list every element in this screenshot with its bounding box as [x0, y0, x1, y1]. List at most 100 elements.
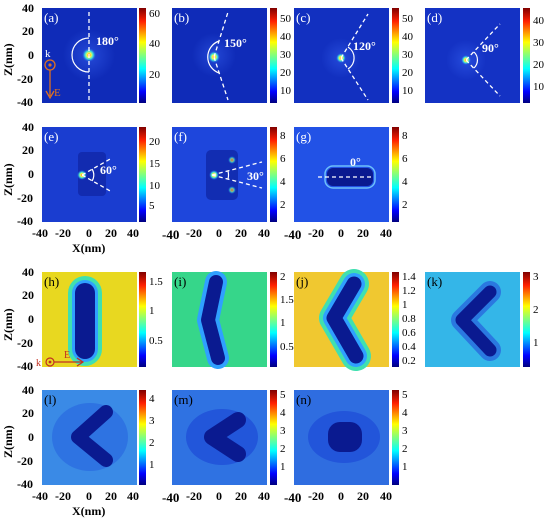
panel-g: 0° (g) 8 6 4 2	[294, 127, 408, 222]
panel-label: (n)	[296, 392, 311, 407]
colorbar	[139, 8, 146, 103]
z-tick: -40	[17, 214, 33, 228]
panel-l: (l) 4 3 2 1	[42, 390, 155, 485]
colorbar	[270, 390, 277, 485]
x-tick: 40	[258, 226, 270, 240]
panel-label: (k)	[427, 274, 442, 289]
colorbar-tick: 5	[280, 389, 286, 401]
colorbar-tick: 1	[402, 299, 408, 311]
colorbar-tick: 0.4	[402, 341, 416, 353]
x-tick: 40	[380, 489, 392, 503]
colorbar	[392, 272, 399, 367]
colorbar	[392, 390, 399, 485]
x-tick: -20	[55, 489, 71, 503]
x-tick: 20	[235, 226, 247, 240]
colorbar-tick: 1	[533, 337, 539, 349]
angle-label: 60°	[100, 163, 117, 177]
panel-label: (m)	[174, 392, 193, 407]
x-axis-label: X(nm)	[72, 504, 105, 518]
colorbar-tick: 1	[149, 459, 155, 471]
panel-label: (f)	[174, 129, 187, 144]
colorbar-tick: 1.5	[280, 294, 294, 306]
x-axis-bottom-l: -40 -20 0 20 40 X(nm)	[32, 489, 139, 518]
colorbar-tick: 8	[402, 130, 408, 142]
panel-f: 30° (f) 8 6 4 2	[172, 127, 286, 222]
colorbar-tick: 30	[402, 49, 414, 61]
x-tick: -40	[32, 489, 48, 503]
x-tick: 0	[216, 226, 222, 240]
angle-label: 30°	[247, 169, 264, 183]
z-tick: -40	[17, 359, 33, 373]
colorbar-tick: 0.2	[402, 355, 416, 367]
colorbar-tick: 20	[149, 69, 161, 81]
z-axis-bottom-2: 40 20 0 -20 -40 Z(nm)	[1, 383, 34, 491]
colorbar	[270, 272, 277, 367]
colorbar-tick: 1	[402, 461, 408, 473]
panel-c: 120° (c) 50 40 30 20 10	[294, 8, 414, 103]
colorbar-tick: 50	[280, 13, 292, 25]
colorbar-tick: 50	[402, 13, 414, 25]
z-tick: -20	[17, 72, 33, 86]
z-tick: 0	[28, 312, 34, 326]
panel-label: (c)	[296, 10, 310, 25]
x-axis-top-e: -40 -20 0 20 40 X(nm)	[32, 226, 139, 255]
colorbar-tick: 40	[533, 15, 545, 27]
z-tick: 40	[22, 120, 34, 134]
x-tick: 20	[357, 489, 369, 503]
panel-h: (h) k E 1.5 1 0.5	[36, 272, 163, 369]
colorbar-tick: 1	[280, 317, 286, 329]
x-axis-bottom-n: -40 -20 0 20 40	[284, 489, 392, 505]
colorbar-tick: 15	[149, 158, 161, 170]
x-axis-bottom-m: -40 -20 0 20 40	[162, 489, 270, 505]
x-tick: -40	[32, 226, 48, 240]
colorbar-tick: 1	[149, 305, 155, 317]
panel-label: (a)	[44, 10, 58, 25]
colorbar	[139, 272, 146, 367]
z-tick: 20	[22, 288, 34, 302]
z-tick: 0	[28, 48, 34, 62]
x-tick: 40	[127, 489, 139, 503]
panel-d: 90° (d) 40 30 20 10	[425, 8, 545, 103]
x-tick: 0	[338, 226, 344, 240]
legend-k: k	[45, 48, 51, 60]
x-tick: -20	[186, 489, 202, 503]
x-tick: -20	[55, 226, 71, 240]
x-tick: 40	[258, 489, 270, 503]
colorbar-tick: 10	[533, 81, 545, 93]
z-tick: 40	[22, 1, 34, 15]
x-tick: 20	[105, 489, 117, 503]
x-tick: -20	[186, 226, 202, 240]
z-tick: -40	[17, 95, 33, 109]
colorbar-tick: 5	[402, 389, 408, 401]
panel-a: 180° (a) k E 60 40 20	[42, 8, 161, 103]
x-tick: 40	[127, 226, 139, 240]
colorbar-tick: 1	[280, 461, 286, 473]
z-tick: -40	[17, 477, 33, 491]
x-axis-label: X(nm)	[72, 241, 105, 255]
panel-j: (j) 1.4 1.2 1 0.8 0.6 0.4 0.2	[294, 269, 416, 371]
z-tick: -20	[17, 454, 33, 468]
z-axis-label: Z(nm)	[1, 43, 15, 76]
colorbar-tick: 6	[280, 153, 286, 165]
x-tick: 0	[86, 226, 92, 240]
colorbar-tick: 20	[533, 59, 545, 71]
colorbar-tick: 4	[280, 176, 286, 188]
colorbar-tick: 6	[402, 153, 408, 165]
colorbar-tick: 10	[280, 85, 292, 97]
z-tick: 20	[22, 24, 34, 38]
colorbar-tick: 20	[280, 67, 292, 79]
colorbar-tick: 8	[280, 130, 286, 142]
panel-label: (b)	[174, 10, 189, 25]
panel-label: (g)	[296, 129, 311, 144]
colorbar-tick: 2	[280, 199, 286, 211]
z-axis-bottom: 40 20 0 -20 -40 Z(nm)	[1, 265, 34, 373]
x-tick: 0	[338, 489, 344, 503]
panel-label: (d)	[427, 10, 442, 25]
z-axis-top: 40 20 0 -20 -40 Z(nm)	[1, 1, 34, 109]
colorbar	[139, 127, 146, 222]
colorbar-tick: 1.2	[402, 285, 416, 297]
legend-e: E	[64, 350, 70, 361]
colorbar-tick: 5	[149, 200, 155, 212]
x-axis-top-g: -40 -20 0 20 40	[284, 226, 392, 242]
colorbar-tick: 0.5	[280, 341, 294, 353]
